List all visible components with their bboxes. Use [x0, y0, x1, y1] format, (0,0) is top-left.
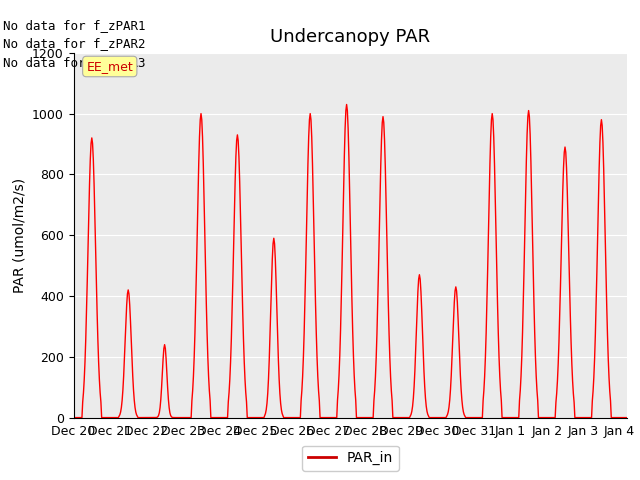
Y-axis label: PAR (umol/m2/s): PAR (umol/m2/s) [12, 178, 26, 293]
Text: No data for f_zPAR2: No data for f_zPAR2 [3, 37, 146, 50]
Legend: PAR_in: PAR_in [302, 445, 399, 471]
Text: EE_met: EE_met [86, 60, 133, 73]
Title: Undercanopy PAR: Undercanopy PAR [270, 28, 431, 46]
Text: No data for f_zPAR1: No data for f_zPAR1 [3, 19, 146, 32]
Text: No data for f_zPAR3: No data for f_zPAR3 [3, 56, 146, 69]
